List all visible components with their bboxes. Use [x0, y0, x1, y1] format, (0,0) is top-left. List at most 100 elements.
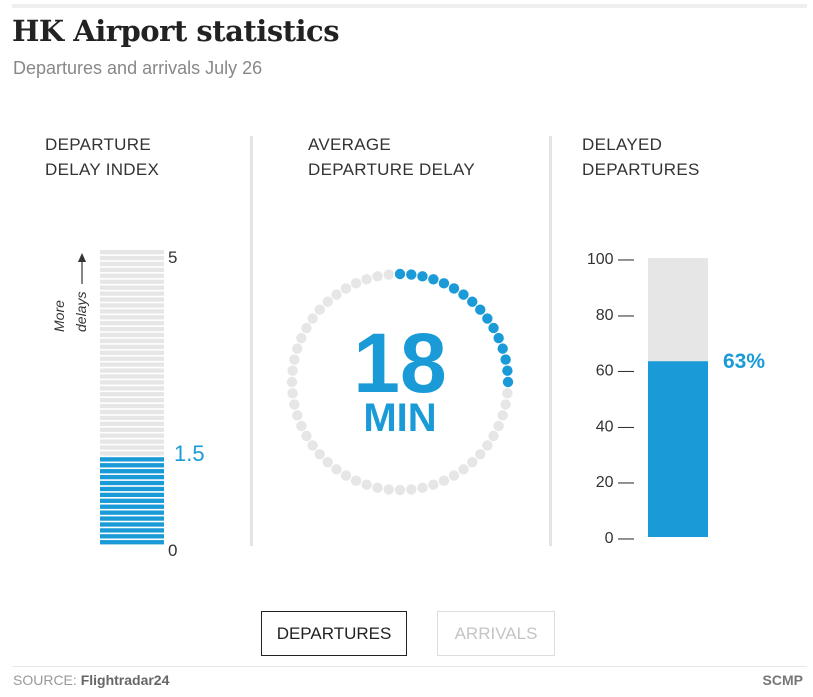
- dial-dot-empty: [361, 274, 372, 285]
- index-stripe-empty: [100, 344, 164, 350]
- index-stripe-empty: [100, 297, 164, 302]
- index-stripe-empty: [100, 261, 164, 267]
- index-axis-note-line2: delays: [73, 292, 89, 332]
- delayed-label-line1: DELAYED: [582, 135, 663, 154]
- index-stripe-empty: [100, 415, 164, 421]
- index-stripe-empty: [100, 350, 164, 355]
- index-stripe-filled: [100, 516, 164, 521]
- delay-index-chart: 5 0 More delays: [51, 248, 177, 560]
- index-stripe-empty: [100, 338, 164, 344]
- top-rule: [12, 4, 807, 8]
- dial-dot-empty: [307, 440, 318, 451]
- index-tick-min: 0: [168, 541, 177, 560]
- index-stripe-filled: [100, 540, 164, 545]
- index-value-label: 1.5: [174, 441, 205, 466]
- index-stripe-empty: [100, 326, 164, 332]
- dial-dot-empty: [340, 283, 352, 294]
- dial-dot-empty: [287, 388, 298, 399]
- dial-dot-empty: [482, 440, 493, 451]
- dial-dot-empty: [301, 322, 312, 334]
- index-stripe-filled: [100, 492, 164, 498]
- page-title: HK Airport statistics: [12, 14, 340, 48]
- dial-dot-empty: [394, 484, 406, 496]
- delayed-tick-label: 20 —: [596, 474, 634, 491]
- dial-dot-empty: [289, 399, 300, 410]
- dial-dot-empty: [467, 457, 478, 468]
- index-stripe-empty: [100, 356, 164, 361]
- index-label-line1: DEPARTURE: [45, 135, 151, 154]
- index-stripe-filled: [100, 534, 164, 539]
- index-stripe-empty: [100, 451, 164, 456]
- dial-dot-filled: [482, 313, 493, 324]
- dial-dot-empty: [372, 482, 383, 493]
- dial-dot-filled: [417, 271, 428, 282]
- index-stripe-empty: [100, 255, 164, 261]
- index-stripe-filled: [100, 510, 164, 515]
- index-stripe-empty: [100, 315, 164, 320]
- dial-dot-empty: [497, 410, 508, 421]
- index-stripe-empty: [100, 392, 164, 397]
- dial-dot-empty: [372, 271, 383, 282]
- dial-dot-filled: [475, 304, 486, 315]
- delayed-label-line2: DEPARTURES: [582, 160, 700, 179]
- dial-dot-empty: [502, 388, 513, 399]
- dial-dot-filled: [488, 322, 499, 334]
- index-axis-note: More delays: [51, 292, 89, 332]
- index-stripe-empty: [100, 250, 164, 255]
- index-stripe-filled: [100, 528, 164, 533]
- dial-dot-empty: [488, 430, 499, 442]
- index-stripe-empty: [100, 267, 164, 273]
- dial-dot-empty: [296, 420, 307, 432]
- index-stripe-empty: [100, 380, 164, 385]
- dial-dot-empty: [289, 354, 300, 365]
- arrivals-tab-button[interactable]: ARRIVALS: [437, 611, 555, 656]
- index-stripe-empty: [100, 273, 164, 278]
- dial-dot-empty: [383, 269, 394, 280]
- index-axis-arrow: [78, 253, 86, 284]
- dial-dot-empty: [340, 470, 352, 481]
- credit-label: SCMP: [762, 672, 803, 688]
- index-stripe-empty: [100, 445, 164, 450]
- dial-dot-empty: [301, 430, 312, 442]
- footer-rule: [12, 666, 807, 667]
- index-stripe-filled: [100, 457, 164, 462]
- dial-dot-empty: [417, 482, 428, 493]
- dial-dot-empty: [406, 484, 417, 495]
- dial-dot-filled: [406, 269, 417, 280]
- average-panel-label: AVERAGE DEPARTURE DELAY: [308, 132, 475, 182]
- index-stripe-empty: [100, 439, 164, 444]
- index-stripe-empty: [100, 362, 164, 367]
- index-stripe-empty: [100, 285, 164, 290]
- dial-dot-filled: [458, 289, 469, 300]
- dial-dot-empty: [292, 343, 303, 354]
- dial-dot-filled: [438, 278, 450, 289]
- average-label-line1: AVERAGE: [308, 135, 392, 154]
- dial-dot-empty: [331, 289, 342, 300]
- index-panel-label: DEPARTURE DELAY INDEX: [45, 132, 159, 182]
- index-stripe-filled: [100, 469, 164, 474]
- index-stripe-empty: [100, 368, 164, 373]
- delayed-bar-fill: [648, 361, 708, 537]
- index-stripe-empty: [100, 398, 164, 403]
- index-stripe-empty: [100, 321, 164, 326]
- index-stripe-empty: [100, 291, 164, 296]
- average-delay-value: 18: [353, 316, 447, 410]
- panel-divider-right: [549, 136, 552, 546]
- source-prefix: SOURCE:: [13, 672, 81, 688]
- dial-dot-empty: [500, 399, 511, 410]
- dial-dot-empty: [350, 475, 362, 486]
- source-note: SOURCE: Flightradar24: [13, 672, 169, 688]
- dial-dot-filled: [497, 343, 508, 354]
- index-stripe-empty: [100, 421, 164, 426]
- dial-dot-empty: [286, 376, 298, 388]
- dial-dot-filled: [428, 274, 439, 285]
- delayed-tick-label: 0 —: [605, 530, 634, 547]
- delayed-tick-label: 100 —: [587, 251, 634, 268]
- dial-dot-empty: [314, 304, 325, 315]
- dial-dot-empty: [428, 479, 439, 490]
- departures-tab-button[interactable]: DEPARTURES: [261, 611, 407, 656]
- dial-dot-filled: [493, 332, 504, 344]
- delayed-percent-label: 63%: [723, 350, 766, 373]
- dial-dot-filled: [502, 365, 513, 376]
- dial-dot-filled: [467, 296, 478, 307]
